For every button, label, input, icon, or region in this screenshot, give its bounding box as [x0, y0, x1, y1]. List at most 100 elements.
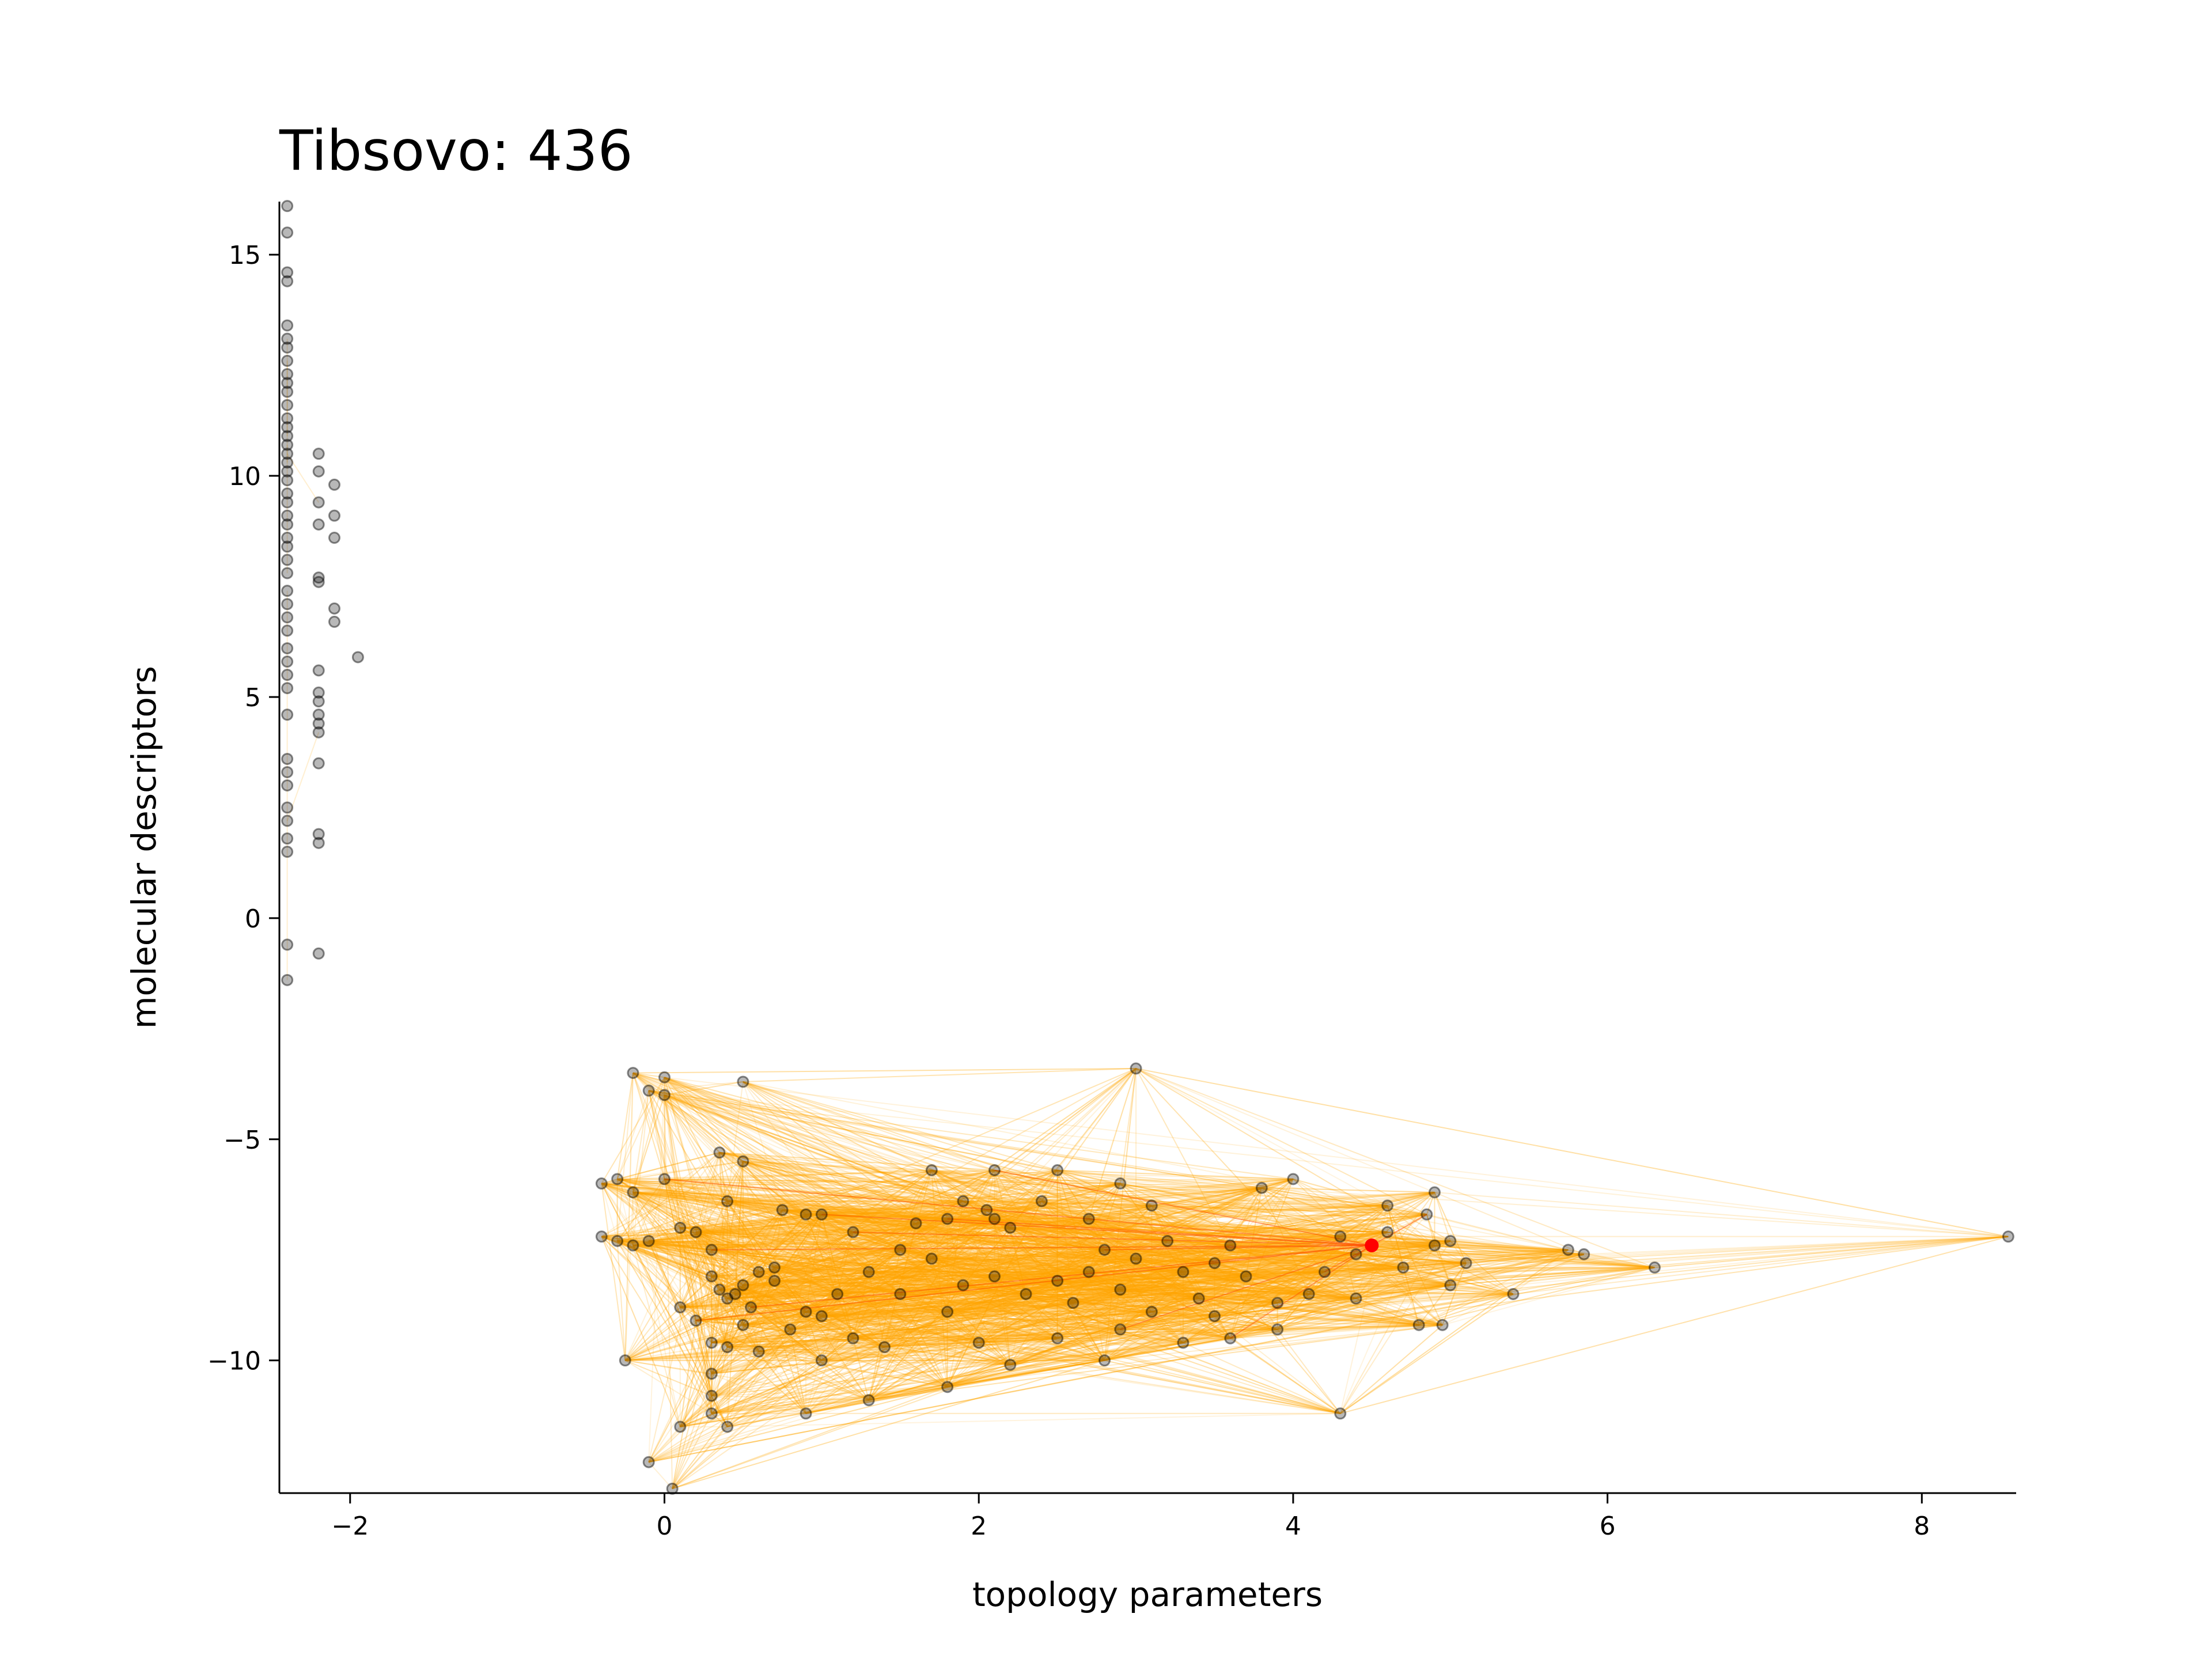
- network-edge: [1151, 1271, 1184, 1312]
- network-edge: [1089, 1271, 1278, 1304]
- network-edge: [790, 1293, 838, 1330]
- network-edge: [664, 1094, 713, 1343]
- network-edge: [782, 1209, 1120, 1290]
- network-edge: [1010, 1249, 1569, 1366]
- network-edge: [743, 1324, 1058, 1339]
- network-edge: [735, 1258, 932, 1295]
- network-edge: [616, 1090, 650, 1180]
- network-edge: [759, 1271, 1309, 1295]
- network-edge: [978, 1187, 1262, 1343]
- network-edge: [601, 1183, 1074, 1304]
- network-edge: [782, 1209, 1137, 1260]
- network-edge: [1214, 1240, 1451, 1317]
- network-edge: [727, 1342, 1183, 1348]
- network-edge: [774, 1267, 806, 1312]
- data-point: [312, 695, 325, 708]
- network-edge: [931, 1169, 1309, 1295]
- network-edge: [1025, 1218, 1089, 1295]
- network-edge: [695, 1214, 806, 1233]
- network-edge: [648, 1077, 665, 1463]
- network-edge: [805, 1285, 964, 1414]
- network-edge: [751, 1271, 1183, 1308]
- network-edge: [868, 1218, 1089, 1273]
- network-edge: [1104, 1338, 1230, 1361]
- network-edge: [711, 1249, 1058, 1282]
- network-edge: [649, 1205, 1152, 1242]
- network-edge: [648, 1152, 720, 1241]
- network-edge: [947, 1218, 1215, 1264]
- network-edge: [947, 1218, 1467, 1264]
- network-edge: [632, 1191, 1655, 1268]
- network-edge: [695, 1232, 713, 1414]
- network-edge: [915, 1183, 1120, 1224]
- network-edge: [1025, 1280, 1058, 1295]
- network-edge: [711, 1258, 932, 1374]
- network-edge: [994, 1169, 1215, 1264]
- network-edge: [1230, 1245, 1450, 1286]
- data-point: [800, 1208, 812, 1221]
- network-edge: [869, 1253, 1357, 1273]
- network-edge: [837, 1205, 1388, 1295]
- data-point: [800, 1407, 812, 1420]
- network-edge: [774, 1280, 885, 1348]
- network-edge: [947, 1205, 1388, 1388]
- network-edge: [915, 1218, 948, 1224]
- data-point: [281, 974, 294, 986]
- network-edge: [617, 1240, 1152, 1313]
- network-edge: [727, 1399, 869, 1427]
- network-edge: [727, 1253, 1357, 1300]
- network-edge: [1073, 1236, 1340, 1304]
- network-edge: [632, 1192, 712, 1251]
- network-edge: [696, 1315, 822, 1321]
- network-edge: [947, 1245, 1231, 1388]
- network-edge: [711, 1293, 838, 1396]
- network-edge: [884, 1245, 1435, 1348]
- network-edge: [994, 1271, 1089, 1277]
- network-edge: [821, 1258, 932, 1317]
- network-edge: [695, 1231, 900, 1251]
- network-edge: [1214, 1179, 1294, 1317]
- network-edge: [1152, 1205, 1655, 1268]
- network-edge: [625, 1311, 806, 1361]
- network-edge: [806, 1311, 1215, 1317]
- network-edge: [805, 1293, 1027, 1313]
- network-edge: [664, 1178, 728, 1202]
- network-edge: [680, 1271, 1089, 1308]
- network-edge: [743, 1275, 995, 1326]
- network-edge: [664, 1179, 713, 1251]
- network-edge: [1340, 1231, 1388, 1237]
- network-edge: [821, 1315, 1058, 1339]
- network-edge: [735, 1267, 1655, 1295]
- network-edge: [1009, 1068, 1137, 1228]
- network-edge: [1340, 1324, 1443, 1414]
- network-edge: [868, 1271, 948, 1388]
- network-edge: [625, 1298, 1199, 1361]
- network-edge: [1120, 1267, 1403, 1290]
- network-edge: [632, 1192, 806, 1414]
- network-edge: [679, 1228, 713, 1343]
- network-edge: [1041, 1183, 1120, 1202]
- network-edge: [1104, 1249, 1231, 1339]
- network-edge: [1041, 1200, 1199, 1300]
- network-edge: [931, 1170, 948, 1387]
- network-edge: [774, 1187, 1262, 1268]
- network-edge: [696, 1231, 1168, 1242]
- network-edge: [821, 1294, 838, 1361]
- network-edge: [931, 1169, 1450, 1286]
- network-edge: [601, 1183, 1341, 1414]
- network-edge: [632, 1192, 791, 1330]
- network-edge: [1041, 1200, 1325, 1273]
- network-edge: [1057, 1191, 1435, 1282]
- network-edge: [617, 1214, 806, 1242]
- network-edge: [727, 1258, 1137, 1348]
- network-edge: [743, 1161, 1121, 1290]
- network-edge: [805, 1236, 2009, 1313]
- network-edge: [743, 1081, 1152, 1206]
- network-edge: [759, 1351, 822, 1361]
- network-edge: [1135, 1068, 1231, 1246]
- network-edge: [1119, 1068, 1137, 1184]
- network-edge: [1214, 1263, 1341, 1414]
- network-edge: [735, 1218, 1089, 1295]
- network-edge: [632, 1072, 1027, 1295]
- network-edge: [1183, 1338, 1230, 1343]
